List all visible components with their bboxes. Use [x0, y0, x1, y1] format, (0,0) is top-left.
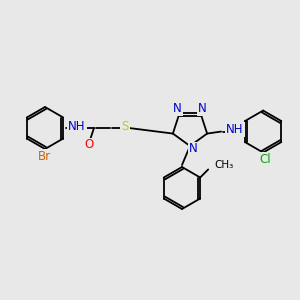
- Text: N: N: [189, 142, 197, 155]
- Text: N: N: [173, 102, 182, 115]
- Text: CH₃: CH₃: [214, 160, 233, 170]
- Text: S: S: [121, 121, 129, 134]
- Text: N: N: [198, 102, 207, 115]
- Text: Cl: Cl: [259, 153, 271, 166]
- Text: NH: NH: [68, 119, 86, 133]
- Text: NH: NH: [226, 123, 244, 136]
- Text: O: O: [84, 139, 94, 152]
- Text: Br: Br: [38, 149, 51, 163]
